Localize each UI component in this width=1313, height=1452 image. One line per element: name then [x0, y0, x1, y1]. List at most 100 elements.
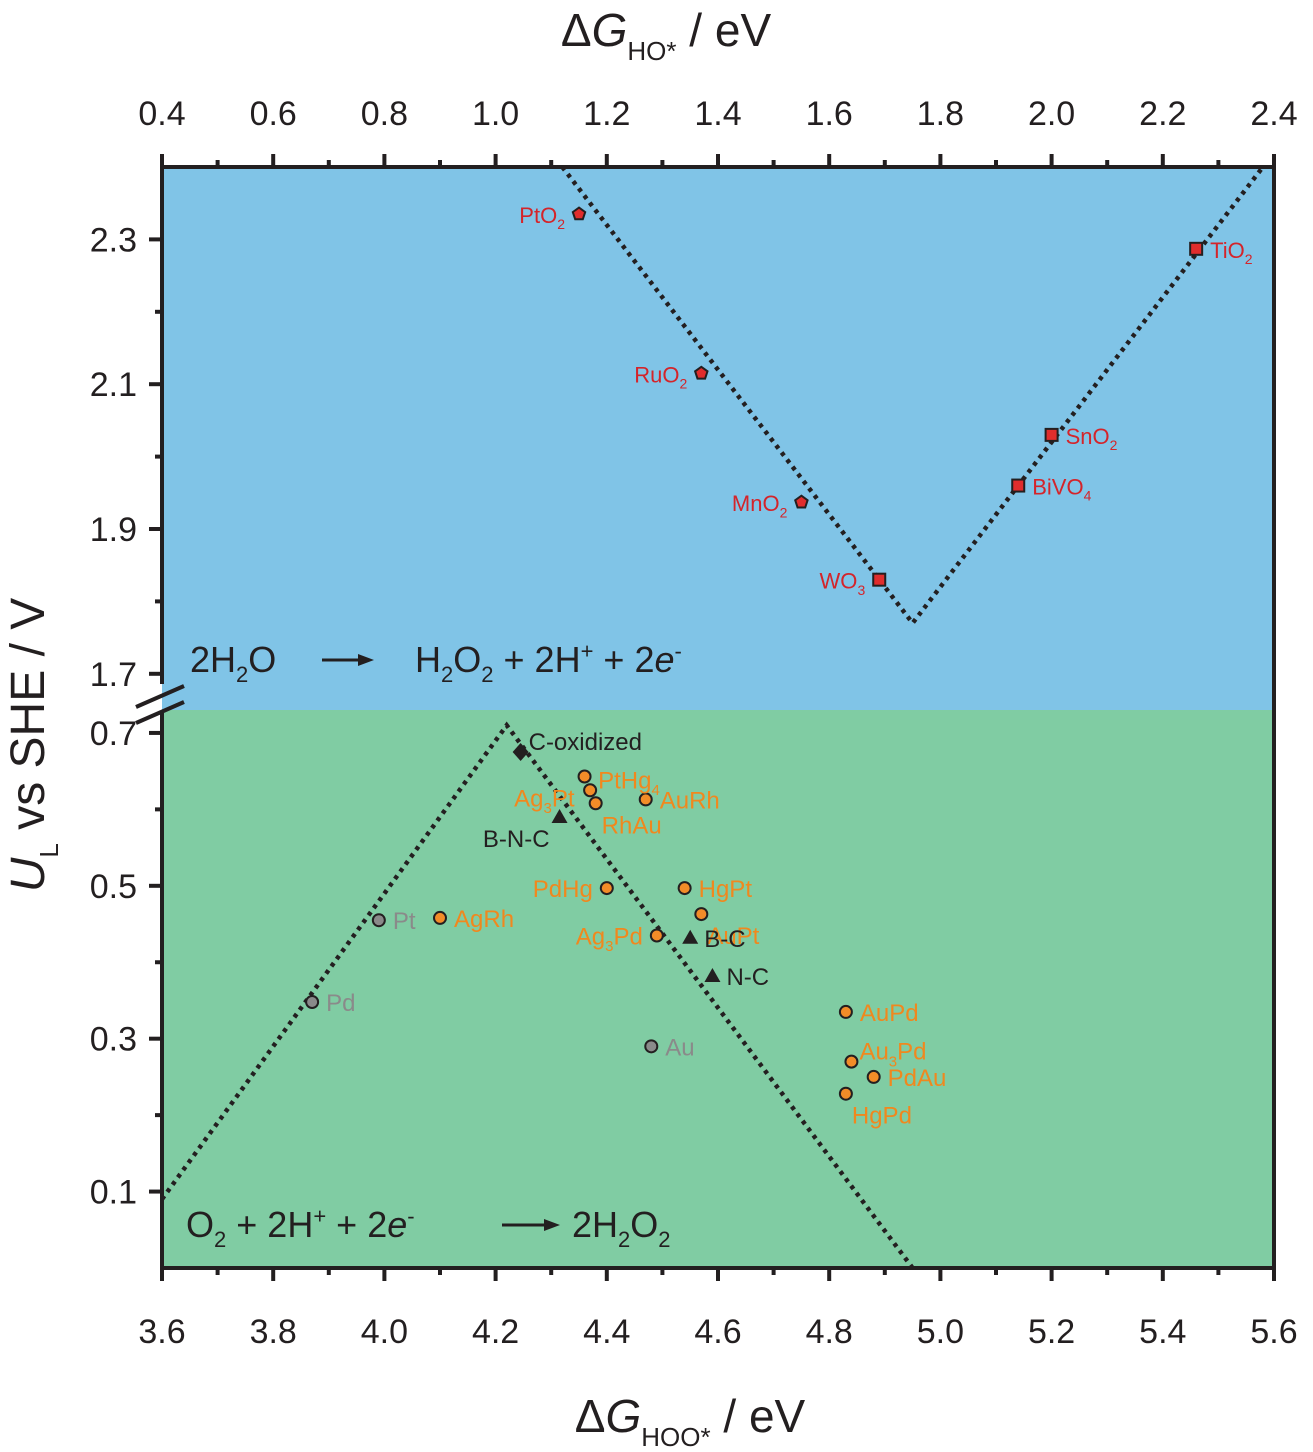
label-rhau: RhAu: [602, 812, 662, 839]
bottom-x-tick-label: 4.0: [361, 1313, 408, 1351]
label-aupt: AuPt: [707, 923, 759, 950]
point-hgpt: [677, 881, 692, 896]
label-tio2: TiO2: [1210, 238, 1253, 267]
top-x-tick-label: 0.6: [250, 95, 297, 133]
bottom-reaction-rhs: 2H2O2: [572, 1204, 671, 1252]
top-y-tick-label: 1.7: [90, 656, 137, 694]
top-x-tick-label: 1.0: [472, 95, 519, 133]
point-pd: [305, 994, 320, 1009]
label-wo3: WO3: [820, 569, 866, 598]
y-axis-title: UL vs SHE / V: [2, 598, 64, 893]
bottom-x-tick-label: 4.2: [472, 1313, 519, 1351]
label-pt: Pt: [393, 908, 416, 935]
bottom-x-tick-label: 4.6: [694, 1313, 741, 1351]
label-hgpt: HgPt: [699, 876, 753, 903]
bottom-x-tick-label: 4.4: [583, 1313, 630, 1351]
top-x-tick-label: 0.4: [138, 95, 185, 133]
top-volcano-line: [560, 165, 1265, 627]
bottom-y-tick-label: 0.7: [90, 715, 137, 753]
label-pto2: PtO2: [519, 203, 565, 232]
bottom-reaction-arrow-head: [544, 1219, 560, 1231]
top-x-tick-label: 2.0: [1028, 95, 1075, 133]
point-pthg4: [583, 783, 598, 798]
bottom-y-tick-label: 0.1: [90, 1174, 137, 1212]
axis-break-mark-1: [135, 684, 185, 709]
label-sno2: SnO2: [1066, 424, 1118, 453]
volcano-lines: [160, 165, 1265, 1270]
bottom-x-tick-label: 5.0: [917, 1313, 964, 1351]
top-x-tick-label: 2.4: [1250, 95, 1297, 133]
top-x-tick-label: 1.4: [694, 95, 741, 133]
point-au: [644, 1039, 659, 1054]
axes: 0.4 0.6 0.8 1.0 1.2 1.4 1.6 1.8 2.0 2.2 2.4 3.6 3.8 4…: [2, 4, 1298, 1452]
top-x-tick-label: 1.6: [806, 95, 853, 133]
point-ag3pd: [649, 928, 664, 943]
point-au3pd: [844, 1054, 859, 1069]
bottom-reaction-lhs: O2 + 2H+ + 2e-: [186, 1203, 415, 1252]
point-labels: PtO2 RuO2 MnO2 WO3 BiVO4 SnO2 TiO2 Pd Pt Au AgRh Pd…: [326, 203, 1253, 1130]
point-wo3: [872, 572, 887, 587]
point-hgpd: [838, 1086, 853, 1101]
bottom-x-tick-label: 3.6: [138, 1313, 185, 1351]
point-b-n-c: [551, 809, 568, 824]
bottom-x-tick-label: 4.8: [806, 1313, 853, 1351]
label-pdau: PdAu: [888, 1065, 947, 1092]
top-reaction-rhs: H2O2 + 2H+ + 2e-: [415, 638, 682, 687]
top-x-tick-label: 1.8: [917, 95, 964, 133]
reaction-equations: 2H2O H2O2 + 2H+ + 2e- O2 + 2H+ + 2e- 2H2O2: [186, 638, 682, 1252]
point-c-oxidized: [512, 743, 529, 762]
point-ruo2: [693, 365, 709, 380]
point-agrh: [433, 910, 447, 925]
plot-backgrounds: [162, 167, 1274, 1268]
label-pthg4: PtHg4: [598, 767, 660, 799]
label-b-n-c: B-N-C: [483, 826, 550, 853]
point-pto2: [571, 206, 587, 221]
bottom-volcano-line: [160, 721, 915, 1270]
point-pt: [371, 913, 386, 928]
top-y-tick-label: 2.3: [90, 221, 137, 259]
label-b-c: B-C: [704, 926, 745, 953]
point-ag3pt: [577, 769, 592, 784]
label-aurh: AuRh: [660, 787, 720, 814]
label-agrh: AgRh: [454, 906, 514, 933]
top-y-tick-label: 1.9: [90, 511, 137, 549]
top-x-tick-label: 0.8: [361, 95, 408, 133]
point-n-c: [704, 968, 721, 983]
top-x-tick-label: 2.2: [1139, 95, 1186, 133]
top-reaction-lhs: 2H2O: [190, 639, 276, 687]
point-pdhg: [599, 881, 614, 896]
point-mno2: [794, 494, 809, 509]
label-bivo4: BiVO4: [1032, 475, 1091, 504]
point-pdau: [866, 1069, 881, 1084]
label-ruo2: RuO2: [634, 362, 687, 391]
point-sno2: [1044, 427, 1059, 442]
top-reaction-arrow-head: [358, 654, 374, 666]
point-rhau: [588, 796, 603, 811]
label-c-oxidized: C-oxidized: [529, 729, 642, 756]
point-bivo4: [1011, 478, 1026, 493]
point-aupd: [838, 1004, 853, 1019]
data-points: [305, 206, 1204, 1101]
label-hgpd: HgPd: [852, 1103, 912, 1130]
bottom-panel-background: [162, 710, 1274, 1268]
label-pdhg: PdHg: [533, 876, 593, 903]
point-aurh: [638, 792, 653, 807]
top-panel-background: [162, 167, 1274, 710]
bottom-x-tick-label: 3.8: [250, 1313, 297, 1351]
axis-break-mark-2: [135, 700, 185, 725]
bottom-y-tick-label: 0.3: [90, 1021, 137, 1059]
point-aupt: [694, 907, 709, 922]
label-au3pd: Au3Pd: [859, 1039, 926, 1071]
bottom-x-axis-title: ΔGHOO* / eV: [575, 1390, 806, 1452]
top-x-axis-title: ΔGHO* / eV: [561, 4, 772, 66]
label-aupd: AuPd: [860, 1000, 919, 1027]
bottom-x-tick-label: 5.6: [1250, 1313, 1297, 1351]
point-b-c: [682, 929, 699, 944]
bottom-y-tick-label: 0.5: [90, 868, 137, 906]
top-y-tick-label: 2.1: [90, 366, 137, 404]
label-n-c: N-C: [726, 964, 769, 991]
label-pd: Pd: [326, 990, 355, 1017]
point-tio2: [1189, 241, 1204, 256]
label-ag3pt: Ag3Pt: [514, 786, 575, 818]
